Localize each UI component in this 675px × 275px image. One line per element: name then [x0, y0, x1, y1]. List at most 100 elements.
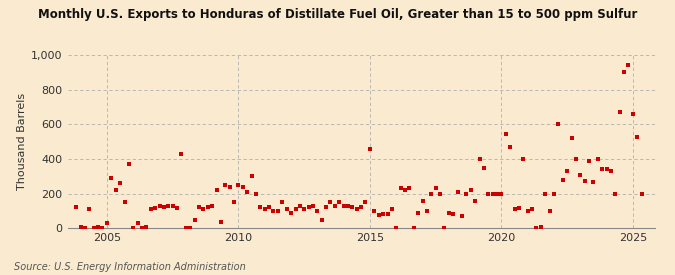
- Point: [408, 226, 419, 230]
- Point: [391, 226, 402, 230]
- Point: [238, 185, 248, 189]
- Point: [575, 172, 586, 177]
- Point: [115, 181, 126, 185]
- Point: [412, 210, 423, 215]
- Point: [119, 200, 130, 205]
- Point: [562, 169, 572, 173]
- Point: [259, 207, 270, 211]
- Point: [373, 213, 384, 218]
- Point: [514, 206, 524, 211]
- Point: [619, 70, 630, 75]
- Point: [246, 174, 257, 178]
- Point: [593, 157, 603, 161]
- Point: [146, 207, 157, 211]
- Point: [333, 200, 344, 205]
- Point: [308, 204, 319, 208]
- Point: [281, 207, 292, 211]
- Point: [273, 209, 284, 213]
- Point: [475, 157, 485, 161]
- Point: [264, 205, 275, 210]
- Point: [329, 204, 340, 208]
- Point: [163, 204, 173, 208]
- Point: [167, 204, 178, 208]
- Point: [290, 207, 301, 211]
- Point: [448, 212, 459, 217]
- Point: [229, 200, 240, 205]
- Point: [364, 147, 375, 152]
- Point: [360, 200, 371, 205]
- Point: [549, 191, 560, 196]
- Point: [343, 204, 354, 208]
- Point: [531, 226, 542, 230]
- Point: [185, 226, 196, 230]
- Point: [382, 212, 393, 217]
- Point: [321, 205, 331, 210]
- Point: [396, 186, 406, 191]
- Point: [378, 212, 389, 217]
- Point: [570, 157, 581, 161]
- Point: [250, 191, 261, 196]
- Point: [456, 214, 467, 218]
- Point: [136, 226, 147, 230]
- Point: [233, 183, 244, 187]
- Point: [628, 112, 639, 116]
- Point: [558, 178, 568, 182]
- Point: [623, 63, 634, 68]
- Point: [101, 221, 112, 225]
- Point: [242, 190, 252, 194]
- Point: [154, 204, 165, 208]
- Point: [176, 152, 187, 156]
- Point: [303, 205, 314, 210]
- Point: [505, 145, 516, 149]
- Point: [150, 206, 161, 211]
- Point: [80, 226, 90, 230]
- Point: [614, 110, 625, 114]
- Point: [347, 205, 358, 210]
- Point: [597, 167, 608, 172]
- Point: [465, 188, 476, 192]
- Point: [71, 205, 82, 210]
- Point: [132, 221, 143, 225]
- Point: [452, 190, 463, 194]
- Point: [255, 205, 266, 210]
- Point: [224, 185, 235, 189]
- Point: [268, 209, 279, 213]
- Point: [325, 200, 336, 205]
- Point: [509, 207, 520, 211]
- Point: [189, 217, 200, 222]
- Point: [566, 136, 577, 140]
- Point: [294, 204, 305, 208]
- Point: [317, 217, 327, 222]
- Text: Monthly U.S. Exports to Honduras of Distillate Fuel Oil, Greater than 15 to 500 : Monthly U.S. Exports to Honduras of Dist…: [38, 8, 637, 21]
- Point: [159, 205, 169, 210]
- Point: [483, 191, 493, 196]
- Point: [198, 207, 209, 211]
- Point: [338, 204, 349, 208]
- Point: [491, 192, 502, 197]
- Point: [386, 207, 397, 211]
- Point: [211, 188, 222, 192]
- Point: [97, 226, 108, 230]
- Point: [443, 210, 454, 215]
- Point: [637, 191, 647, 196]
- Point: [220, 183, 231, 187]
- Point: [487, 191, 498, 196]
- Point: [75, 225, 86, 230]
- Point: [110, 188, 121, 192]
- Point: [194, 205, 205, 210]
- Point: [417, 198, 428, 203]
- Point: [584, 158, 595, 163]
- Point: [299, 207, 310, 211]
- Point: [605, 169, 616, 173]
- Point: [435, 191, 446, 196]
- Point: [496, 192, 507, 197]
- Point: [610, 191, 621, 196]
- Y-axis label: Thousand Barrels: Thousand Barrels: [17, 93, 27, 190]
- Point: [352, 207, 362, 211]
- Point: [207, 204, 217, 208]
- Point: [88, 226, 99, 230]
- Point: [277, 200, 288, 205]
- Point: [479, 165, 489, 170]
- Point: [544, 209, 555, 213]
- Point: [93, 225, 104, 230]
